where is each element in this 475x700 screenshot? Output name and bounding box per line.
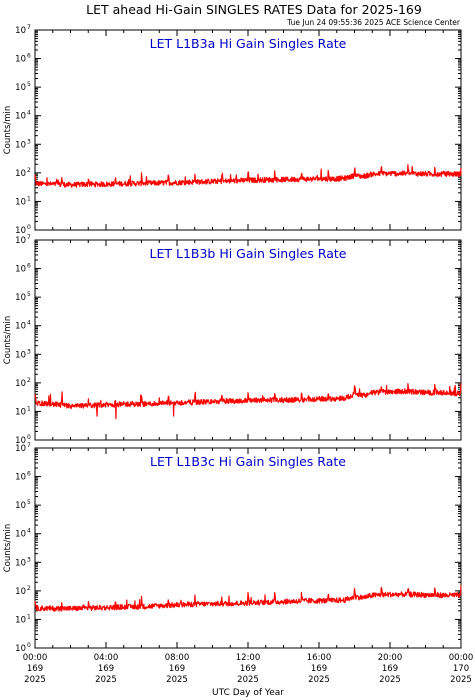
x-tick-time: 16:00: [307, 653, 332, 663]
panel-title: LET L1B3b Hi Gain Singles Rate: [150, 246, 347, 261]
x-tick-time: 20:00: [378, 653, 403, 663]
y-tick-exponent: 6: [27, 471, 31, 478]
panel-title: LET L1B3c Hi Gain Singles Rate: [150, 454, 346, 469]
x-axis-label: UTC Day of Year: [212, 688, 284, 698]
y-tick-label: 10: [15, 615, 26, 625]
plot-frame: [34, 447, 462, 649]
y-tick-exponent: 2: [27, 167, 31, 174]
y-tick-label: 10: [15, 350, 26, 360]
y-tick-label: 10: [15, 501, 26, 511]
x-tick-year: 2025: [379, 675, 401, 685]
y-axis-label: Counts/min: [3, 524, 13, 573]
y-tick-exponent: 1: [27, 613, 31, 620]
y-tick-label: 10: [15, 558, 26, 568]
x-tick-doy: 169: [98, 664, 114, 674]
rate-trace: [34, 383, 462, 420]
y-tick-exponent: 3: [27, 138, 31, 145]
y-tick-label: 10: [15, 644, 26, 654]
y-tick-label: 10: [15, 379, 26, 389]
x-tick-year: 2025: [166, 675, 188, 685]
rate-trace: [34, 585, 462, 612]
y-tick-exponent: 0: [27, 642, 31, 649]
x-tick-year: 2025: [237, 675, 259, 685]
x-tick-doy: 169: [311, 664, 327, 674]
y-tick-label: 10: [15, 587, 26, 597]
x-tick-year: 2025: [24, 675, 46, 685]
y-tick-label: 10: [15, 530, 26, 540]
x-tick-year: 2025: [450, 675, 472, 685]
y-tick-exponent: 3: [27, 556, 31, 563]
x-tick-doy: 169: [240, 664, 256, 674]
x-tick-year: 2025: [95, 675, 117, 685]
y-tick-label: 10: [15, 26, 26, 36]
y-tick-exponent: 4: [27, 528, 31, 535]
y-axis-label: Counts/min: [3, 106, 13, 155]
y-tick-exponent: 4: [27, 110, 31, 117]
y-tick-label: 10: [15, 265, 26, 275]
plot-frame: [34, 29, 462, 231]
y-tick-label: 10: [15, 444, 26, 454]
y-tick-exponent: 1: [27, 405, 31, 412]
x-tick-time: 08:00: [165, 653, 190, 663]
y-tick-label: 10: [15, 197, 26, 207]
y-tick-exponent: 2: [27, 377, 31, 384]
y-tick-label: 10: [15, 140, 26, 150]
y-tick-exponent: 7: [27, 234, 31, 241]
x-tick-doy: 169: [382, 664, 398, 674]
y-tick-label: 10: [15, 83, 26, 93]
y-tick-exponent: 0: [27, 434, 31, 441]
panel-title: LET L1B3a Hi Gain Singles Rate: [150, 36, 347, 51]
x-tick-doy: 169: [27, 664, 43, 674]
y-tick-exponent: 6: [27, 263, 31, 270]
y-tick-exponent: 0: [27, 224, 31, 231]
x-tick-doy: 169: [169, 664, 185, 674]
x-tick-doy: 170: [453, 664, 469, 674]
x-tick-year: 2025: [308, 675, 330, 685]
plot-frame: [34, 239, 462, 441]
y-tick-label: 10: [15, 226, 26, 236]
y-tick-label: 10: [15, 407, 26, 417]
y-tick-exponent: 1: [27, 195, 31, 202]
figure-title: LET ahead Hi-Gain SINGLES RATES Data for…: [86, 2, 422, 17]
rate-trace: [34, 164, 462, 188]
y-tick-exponent: 7: [27, 442, 31, 449]
x-tick-time: 12:00: [236, 653, 261, 663]
y-tick-label: 10: [15, 112, 26, 122]
y-tick-label: 10: [15, 55, 26, 65]
y-tick-label: 10: [15, 169, 26, 179]
y-tick-exponent: 5: [27, 81, 31, 88]
y-tick-exponent: 6: [27, 53, 31, 60]
y-tick-exponent: 3: [27, 348, 31, 355]
y-tick-label: 10: [15, 473, 26, 483]
y-tick-exponent: 5: [27, 291, 31, 298]
y-tick-exponent: 2: [27, 585, 31, 592]
y-tick-exponent: 7: [27, 24, 31, 31]
x-tick-time: 00:00: [23, 653, 48, 663]
timestamp-label: Tue Jun 24 09:55:36 2025 ACE Science Cen…: [286, 18, 461, 27]
y-tick-label: 10: [15, 436, 26, 446]
x-tick-time: 00:00: [449, 653, 474, 663]
y-tick-label: 10: [15, 322, 26, 332]
y-tick-exponent: 5: [27, 499, 31, 506]
y-tick-label: 10: [15, 236, 26, 246]
x-tick-time: 04:00: [94, 653, 119, 663]
y-tick-exponent: 4: [27, 320, 31, 327]
y-tick-label: 10: [15, 293, 26, 303]
y-axis-label: Counts/min: [3, 316, 13, 365]
